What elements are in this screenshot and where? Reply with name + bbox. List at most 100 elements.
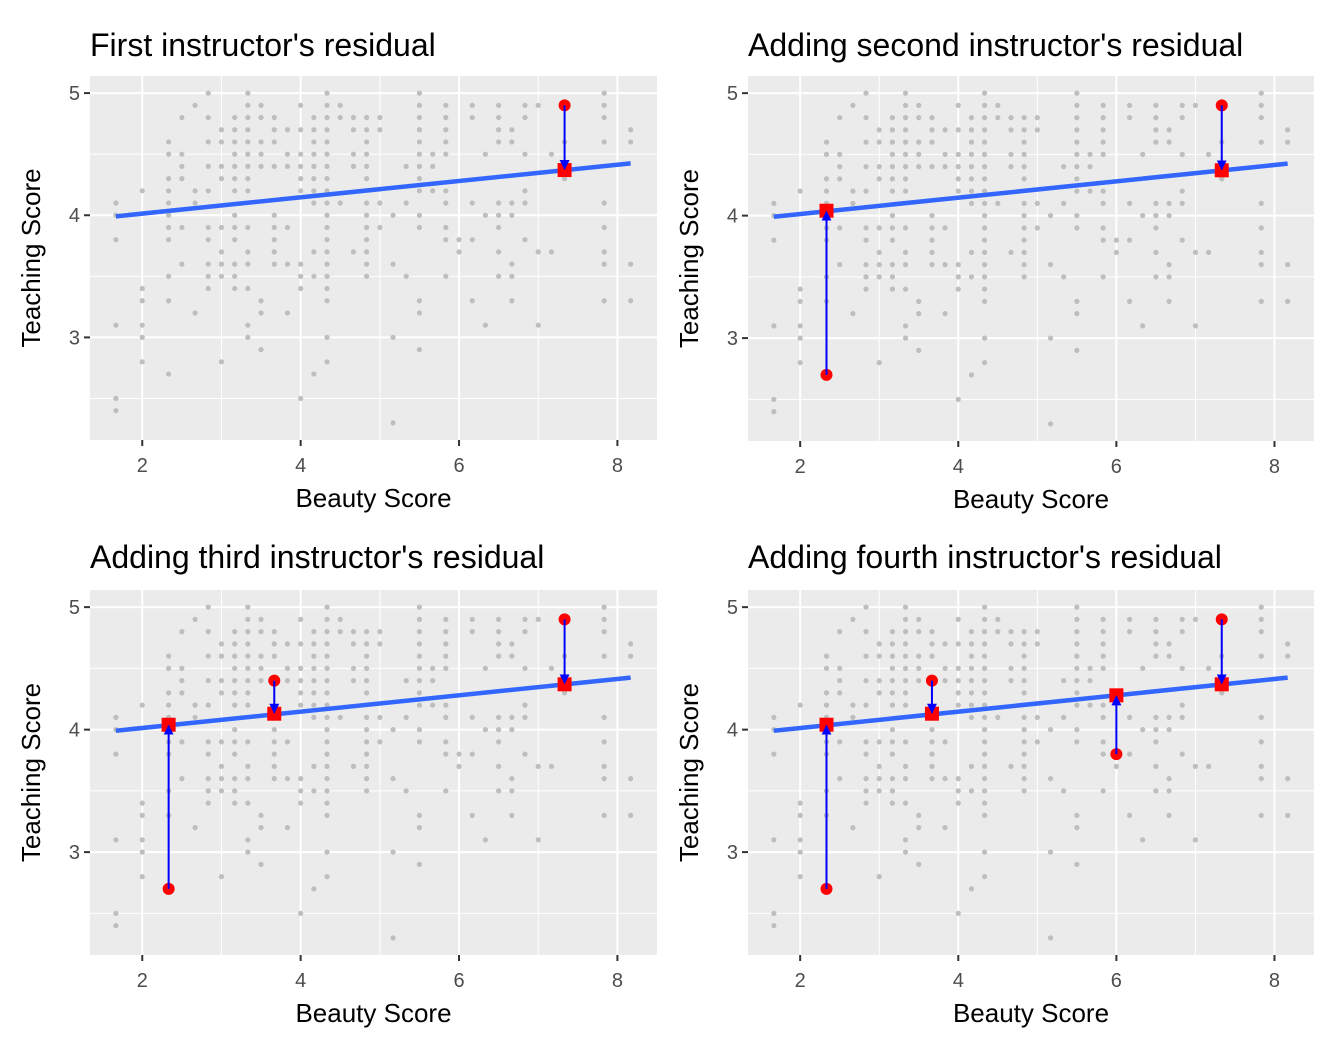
y-tick-label: 3 <box>727 842 738 864</box>
data-point <box>1258 616 1264 622</box>
data-point <box>1074 139 1080 145</box>
data-point <box>232 788 238 794</box>
data-point <box>981 213 988 219</box>
data-point <box>324 665 330 671</box>
data-point <box>324 285 330 292</box>
data-point <box>1021 225 1027 231</box>
data-point <box>245 334 251 340</box>
data-point <box>1100 139 1106 145</box>
data-point <box>179 678 185 684</box>
data-point <box>902 115 909 121</box>
data-point <box>863 751 869 757</box>
data-point <box>271 727 277 733</box>
data-point <box>1153 102 1159 108</box>
data-point <box>981 763 988 769</box>
data-point <box>601 776 607 782</box>
data-point <box>113 408 119 414</box>
data-point <box>1179 200 1185 206</box>
data-point <box>324 249 330 255</box>
data-point <box>601 249 607 255</box>
data-point <box>1074 727 1080 733</box>
data-point <box>1153 727 1159 733</box>
data-point <box>364 261 370 267</box>
data-point <box>1087 665 1093 671</box>
data-point <box>324 776 330 782</box>
data-point <box>324 678 330 684</box>
data-point <box>1258 629 1264 635</box>
data-point <box>1285 127 1291 133</box>
data-point <box>364 163 370 169</box>
data-point <box>271 261 277 267</box>
data-point <box>496 224 502 231</box>
data-point <box>876 127 882 133</box>
y-tick-label: 4 <box>69 720 80 742</box>
data-point <box>1192 323 1199 329</box>
residual-second <box>161 717 176 895</box>
data-point <box>955 678 961 684</box>
data-point <box>416 224 423 231</box>
data-point <box>1113 249 1119 255</box>
data-point <box>981 874 988 880</box>
data-point <box>1153 616 1159 622</box>
x-tick-label: 6 <box>453 455 464 477</box>
data-point <box>1021 629 1027 635</box>
data-point <box>496 641 502 647</box>
data-point <box>443 653 449 659</box>
data-point <box>981 188 988 194</box>
data-point <box>1153 641 1159 647</box>
data-point <box>1166 213 1172 219</box>
data-point <box>443 151 449 157</box>
data-point <box>628 653 634 659</box>
data-point <box>771 237 777 243</box>
data-point <box>271 739 277 745</box>
data-point <box>232 139 238 145</box>
data-point <box>350 641 357 647</box>
data-point <box>628 776 634 782</box>
data-point <box>271 163 277 169</box>
data-point <box>995 714 1001 720</box>
data-point <box>205 273 211 279</box>
data-point <box>929 164 935 170</box>
data-point <box>981 298 988 304</box>
data-point <box>337 714 343 720</box>
data-point <box>889 151 896 157</box>
y-tick-label: 5 <box>727 83 738 105</box>
data-point <box>1206 151 1212 157</box>
data-point <box>324 114 330 121</box>
data-point <box>443 788 449 794</box>
data-point <box>364 714 370 720</box>
data-point <box>324 212 330 218</box>
data-point <box>876 262 882 268</box>
data-point <box>863 653 869 659</box>
data-point <box>929 727 935 733</box>
data-point <box>443 200 449 206</box>
data-point <box>823 702 830 708</box>
data-point <box>1166 776 1172 782</box>
residual-third <box>267 674 282 721</box>
data-point <box>902 690 909 696</box>
data-point <box>601 739 607 745</box>
data-point <box>496 273 502 279</box>
data-point <box>968 678 975 684</box>
data-point <box>298 151 304 157</box>
data-point <box>245 102 251 108</box>
data-point <box>1179 665 1185 671</box>
data-point <box>284 163 291 169</box>
data-point <box>232 176 238 182</box>
data-point <box>601 298 607 304</box>
data-point <box>1034 629 1040 635</box>
data-point <box>916 665 922 671</box>
data-point <box>258 163 264 169</box>
data-point <box>1258 115 1264 121</box>
y-tick-label: 5 <box>69 597 80 619</box>
data-point <box>876 225 882 231</box>
data-point <box>179 163 185 169</box>
data-point <box>823 139 830 145</box>
data-point <box>995 102 1001 108</box>
data-point <box>1034 115 1040 121</box>
data-point <box>271 139 277 145</box>
data-point <box>311 188 317 194</box>
residual-first <box>557 99 572 178</box>
data-point <box>981 139 988 145</box>
data-point <box>324 812 330 818</box>
